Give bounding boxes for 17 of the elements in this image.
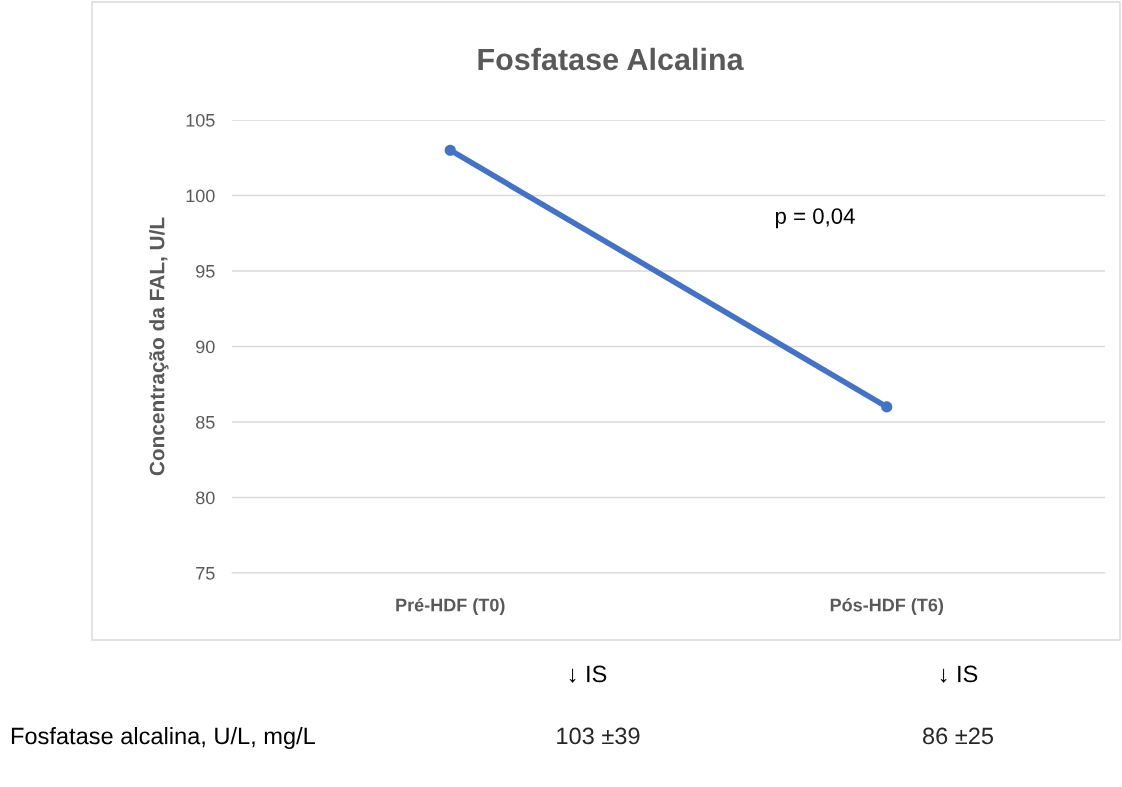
- text: ↓ IS: [569, 665, 607, 683]
- y-tick-label: 80: [196, 491, 215, 505]
- y-axis-title: Concentração da FAL, U/L: [149, 217, 169, 476]
- y-tick-label: 85: [196, 415, 215, 429]
- x-tick-label: Pré-HDF (T0): [396, 598, 505, 615]
- data-label: 103 ±39: [557, 727, 640, 745]
- chart-title: Fosfatase Alcalina: [478, 47, 744, 71]
- y-tick-label: 90: [196, 340, 215, 354]
- y-tick-label: 95: [196, 264, 215, 278]
- text: Fosfatase alcalina, U/L, mg/L: [11, 726, 315, 750]
- text: ↓ IS: [940, 665, 978, 683]
- y-tick-label: 105: [186, 113, 215, 127]
- y-tick-label: 100: [186, 189, 215, 203]
- annotation: p = 0,04: [775, 208, 855, 229]
- data-label: 86 ±25: [923, 727, 994, 745]
- y-tick-label: 75: [196, 567, 215, 580]
- x-tick-label: Pós-HDF (T6): [830, 598, 944, 615]
